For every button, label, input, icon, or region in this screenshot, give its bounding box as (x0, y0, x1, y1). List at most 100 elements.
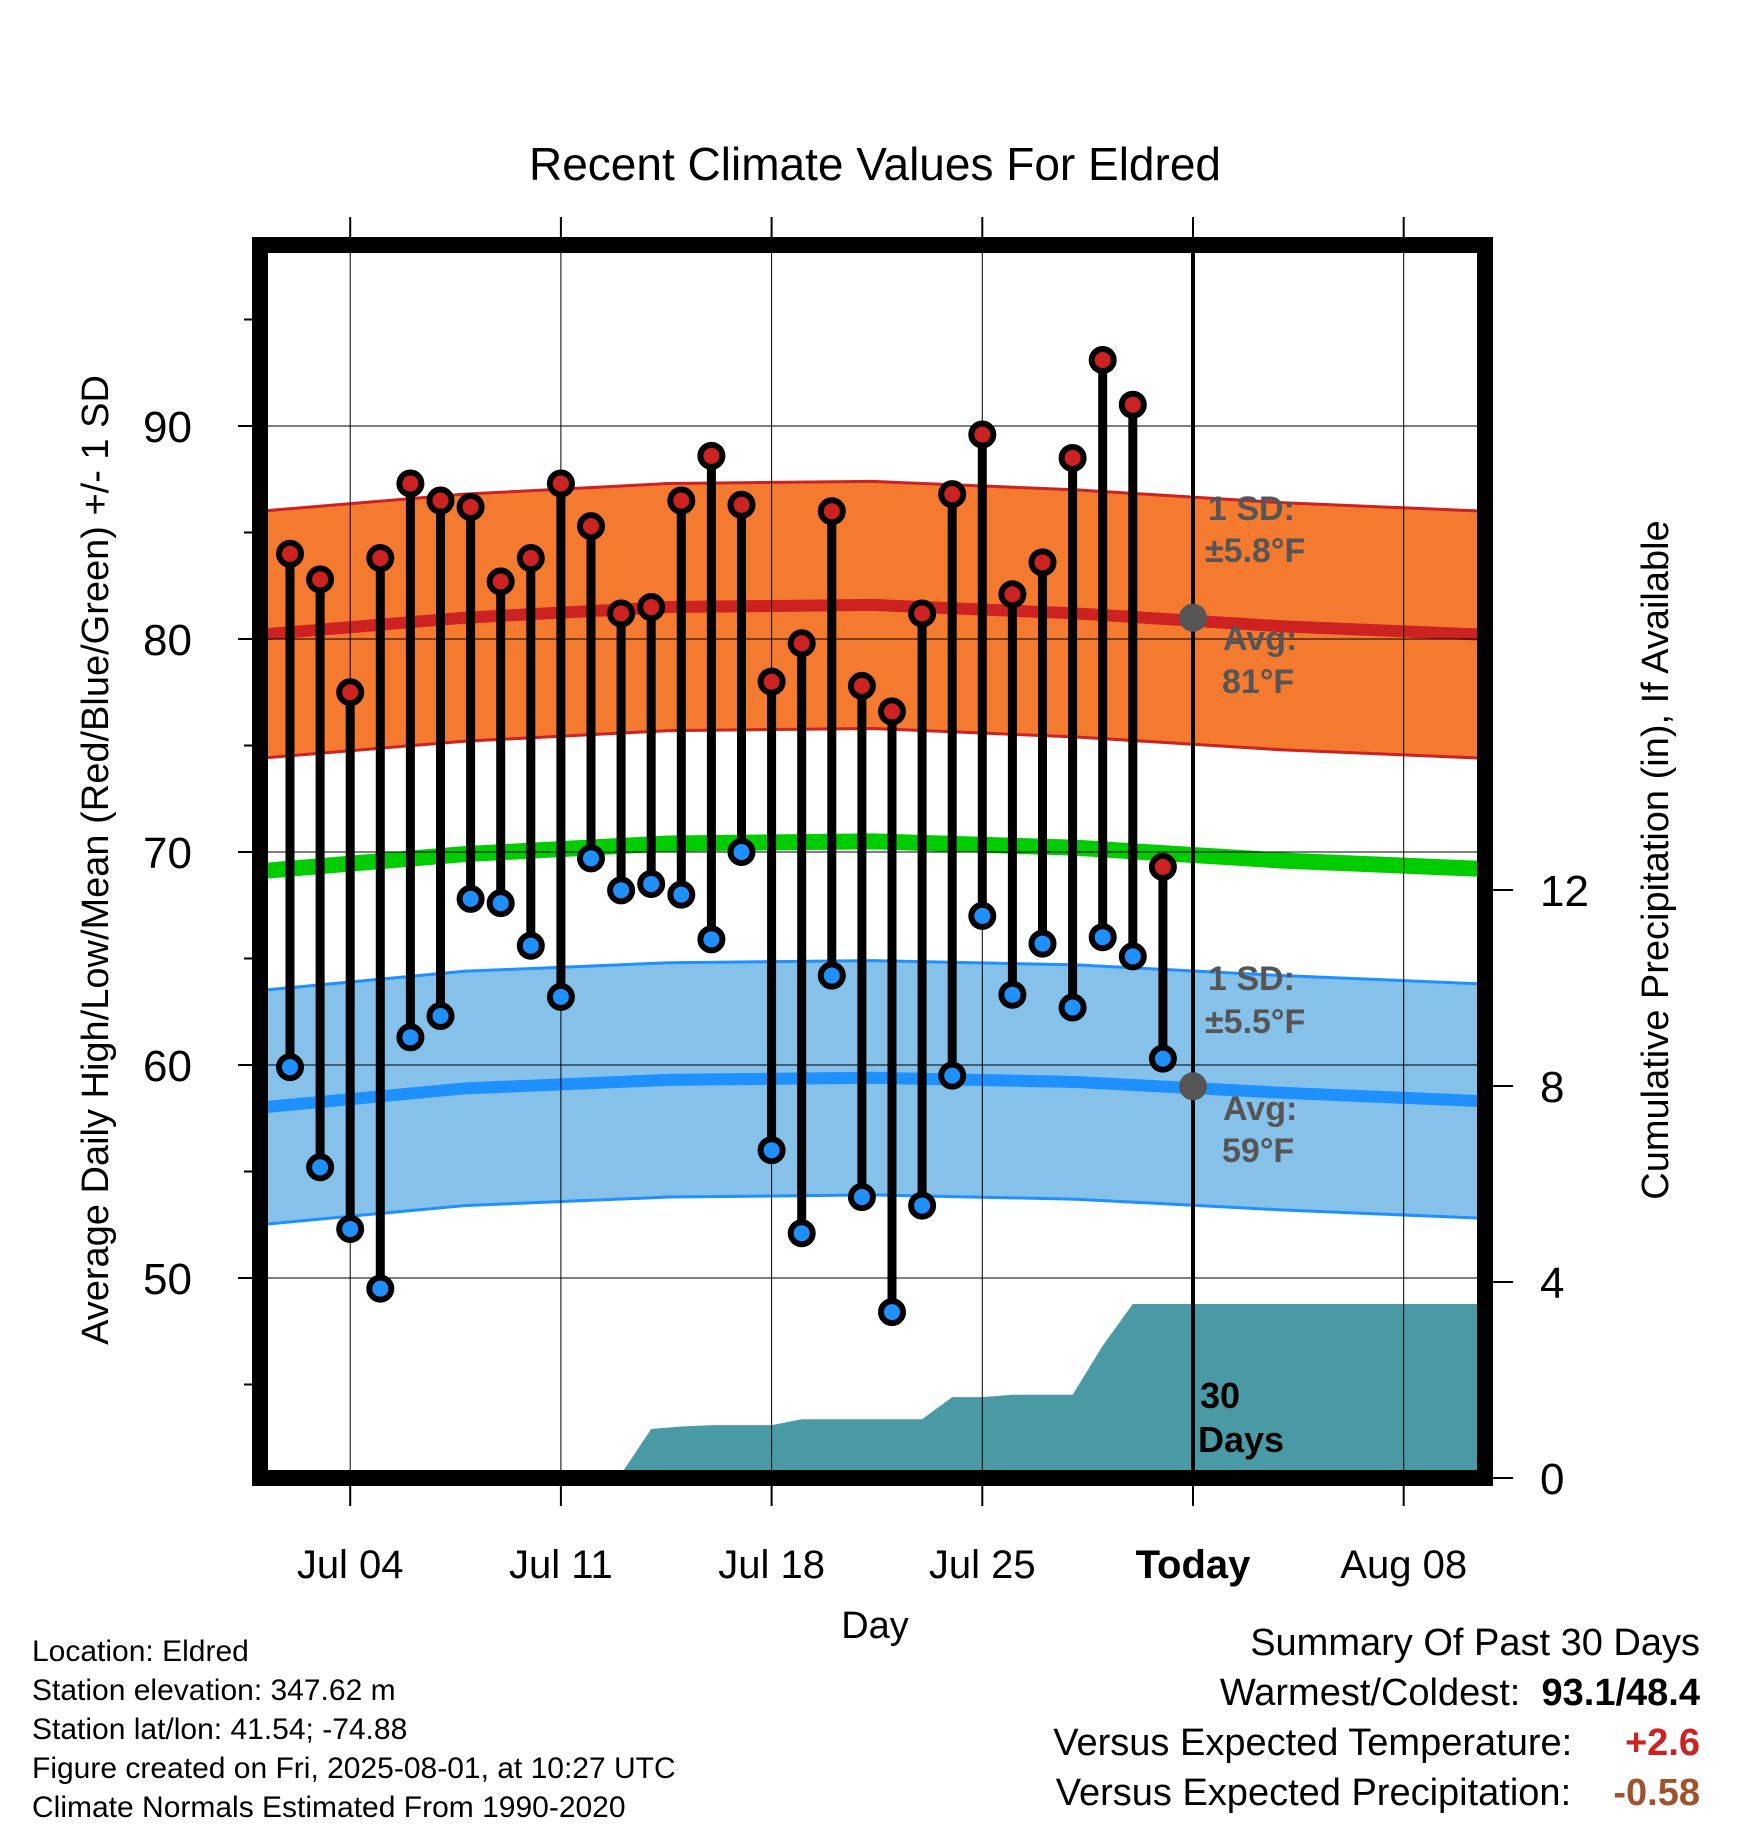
temp-value: +2.6 (1624, 1722, 1700, 1764)
low-point (577, 844, 605, 873)
high-point (938, 480, 967, 509)
low-point (456, 884, 485, 913)
high-point (667, 486, 696, 515)
mean-avg-line (259, 833, 1486, 880)
latlon-text: Station lat/lon: 41.54; -74.88 (32, 1713, 408, 1746)
low-point (637, 869, 666, 898)
high-point (306, 565, 335, 594)
high-point (1028, 548, 1057, 577)
summary-panel: Summary Of Past 30 Days Warmest/Coldest:… (1053, 1618, 1700, 1818)
low-sd-value: ±5.5°F (1205, 1003, 1305, 1041)
y-tick-label: 60 (143, 1042, 192, 1091)
precip-value: -0.58 (1613, 1772, 1700, 1814)
low-point (366, 1274, 395, 1303)
warm-cold-label: Warmest/Coldest: (1219, 1672, 1521, 1714)
high-point (607, 599, 636, 628)
slash: / (1615, 1672, 1627, 1714)
y2-tick-label: 4 (1540, 1259, 1564, 1308)
low-point (908, 1191, 937, 1220)
high-point (727, 490, 756, 519)
summary-title: Summary Of Past 30 Days (1250, 1622, 1700, 1664)
low-point (1148, 1044, 1177, 1073)
low-point (396, 1023, 425, 1052)
today-low-avg-marker (1179, 1072, 1207, 1101)
high-point (1118, 390, 1147, 419)
high-point (998, 580, 1027, 609)
y-axis-label: Average Daily High/Low/Mean (Red/Blue/Gr… (75, 375, 117, 1345)
high-point (546, 469, 575, 498)
low-avg-line (259, 1071, 1486, 1114)
high-point (968, 420, 997, 449)
days-word-label: Days (1198, 1419, 1284, 1460)
chart-title: Recent Climate Values For Eldred (529, 138, 1221, 190)
low-point (697, 925, 726, 954)
station-info: Location: Eldred Station elevation: 347.… (32, 1632, 676, 1827)
elevation-text: Station elevation: 347.62 m (32, 1674, 396, 1707)
low-point (426, 1002, 455, 1031)
high-point (396, 469, 425, 498)
precip-label: Versus Expected Precipitation: (1055, 1772, 1572, 1814)
high-avg-value: 81°F (1222, 663, 1294, 701)
high-point (1148, 852, 1177, 881)
high-point (276, 539, 304, 568)
y2-tick-label: 0 (1540, 1455, 1564, 1504)
low-avg-value: 59°F (1222, 1132, 1294, 1170)
precip-row: Versus Expected Precipitation: -0.58 (1053, 1768, 1700, 1818)
high-point (697, 441, 726, 470)
location-text: Location: Eldred (32, 1635, 249, 1668)
high-avg-label: Avg: (1223, 620, 1297, 658)
high-point (456, 492, 485, 521)
y2-tick-label: 8 (1540, 1063, 1564, 1112)
low-point (968, 901, 997, 930)
x-tick-label: Jul 25 (929, 1543, 1036, 1587)
high-point (787, 629, 816, 658)
high-point (637, 593, 666, 622)
y-tick-label: 90 (143, 403, 192, 452)
low-point (727, 838, 756, 866)
x-tick-label: Jul 18 (718, 1543, 825, 1587)
low-point (607, 876, 636, 905)
low-point (276, 1053, 304, 1082)
low-point (878, 1298, 906, 1327)
low-point (757, 1136, 786, 1165)
high-point (366, 544, 395, 573)
low-point (817, 961, 846, 990)
y2-axis-label: Cumulative Precipitation (in), If Availa… (1635, 520, 1677, 1199)
low-avg-label: Avg: (1223, 1090, 1297, 1128)
high-point (847, 671, 876, 700)
warm-cold-row: Warmest/Coldest: 93.1/48.4 (1053, 1668, 1700, 1718)
high-point (878, 697, 906, 726)
high-point (908, 599, 937, 628)
high-sd-value: ±5.8°F (1205, 532, 1305, 570)
high-point (1088, 345, 1117, 374)
y-tick-label: 70 (143, 829, 192, 878)
x-tick-label: Today (1136, 1543, 1252, 1587)
temp-row: Versus Expected Temperature: +2.6 (1053, 1718, 1700, 1768)
low-point (486, 889, 515, 918)
x-tick-label: Jul 11 (509, 1543, 613, 1587)
y-tick-label: 50 (143, 1255, 192, 1304)
low-point (306, 1153, 335, 1182)
precip-area (259, 1304, 1485, 1478)
normals-text: Climate Normals Estimated From 1990-2020 (32, 1791, 626, 1824)
high-point (336, 678, 365, 707)
temp-label: Versus Expected Temperature: (1053, 1722, 1573, 1764)
today-high-avg-marker (1179, 603, 1207, 632)
plot-frame (252, 237, 1493, 1486)
high-avg-line (259, 598, 1486, 641)
low-point (998, 980, 1027, 1009)
low-point (1118, 942, 1147, 971)
y2-tick-label: 12 (1540, 867, 1589, 916)
low-point (1028, 929, 1057, 958)
low-point (336, 1215, 365, 1244)
high-point (486, 567, 515, 596)
cold-value: 48.4 (1626, 1672, 1700, 1714)
low-point (516, 931, 545, 960)
low-point (1058, 993, 1087, 1022)
low-sd-label: 1 SD: (1208, 960, 1295, 998)
x-tick-label: Jul 04 (297, 1543, 404, 1587)
high-sd-label: 1 SD: (1208, 490, 1295, 528)
low-point (1088, 923, 1117, 952)
low-point (667, 880, 696, 909)
